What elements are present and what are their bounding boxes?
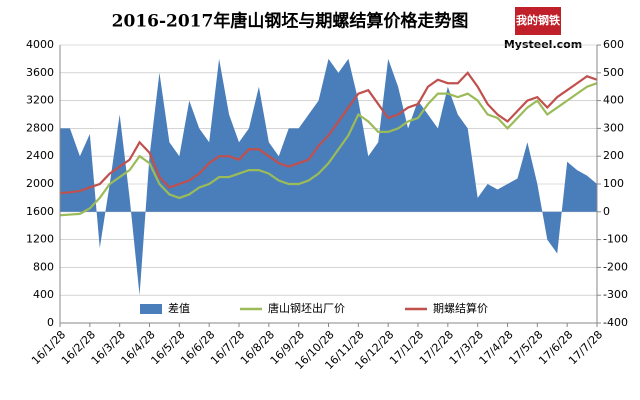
y-tick-label: 1200 [26,233,54,246]
y2-tick-label: 200 [603,149,624,162]
logo-en: Mysteel.com [504,38,582,51]
y-tick-label: 4000 [26,38,54,51]
line [59,71,598,195]
logo-cn: 我的钢铁 [516,13,560,27]
line [59,82,598,217]
y-tick-label: 1600 [26,205,54,218]
logo-badge [515,7,561,35]
y2-tick-label: -300 [603,288,628,301]
legend-label: 差值 [168,301,190,315]
y2-tick-label: 0 [603,205,610,218]
y2-tick-label: 600 [603,38,624,51]
area [60,58,597,296]
y2-tick-label: -400 [603,316,628,329]
y-tick-label: 400 [33,288,54,301]
legend-swatch [140,304,162,314]
y-tick-label: 0 [47,316,54,329]
legend-label: 唐山钢坯出厂价 [268,301,345,315]
y-tick-label: 2800 [26,121,54,134]
y-tick-label: 2000 [26,177,54,190]
logo: 我的钢铁 Mysteel.com [504,7,582,51]
y2-tick-label: 300 [603,121,624,134]
y2-tick-label: 400 [603,94,624,107]
y2-tick-label: 500 [603,66,624,79]
y2-tick-label: 100 [603,177,624,190]
y-tick-label: 3200 [26,94,54,107]
legend-label: 期螺结算价 [433,301,488,315]
chart-title: 2016-2017年唐山钢坯与期螺结算价格走势图 [112,11,469,32]
y-tick-label: 3600 [26,66,54,79]
y-tick-label: 2400 [26,149,54,162]
y-tick-label: 800 [33,260,54,273]
y2-tick-label: -200 [603,260,628,273]
y2-tick-label: -100 [603,233,628,246]
